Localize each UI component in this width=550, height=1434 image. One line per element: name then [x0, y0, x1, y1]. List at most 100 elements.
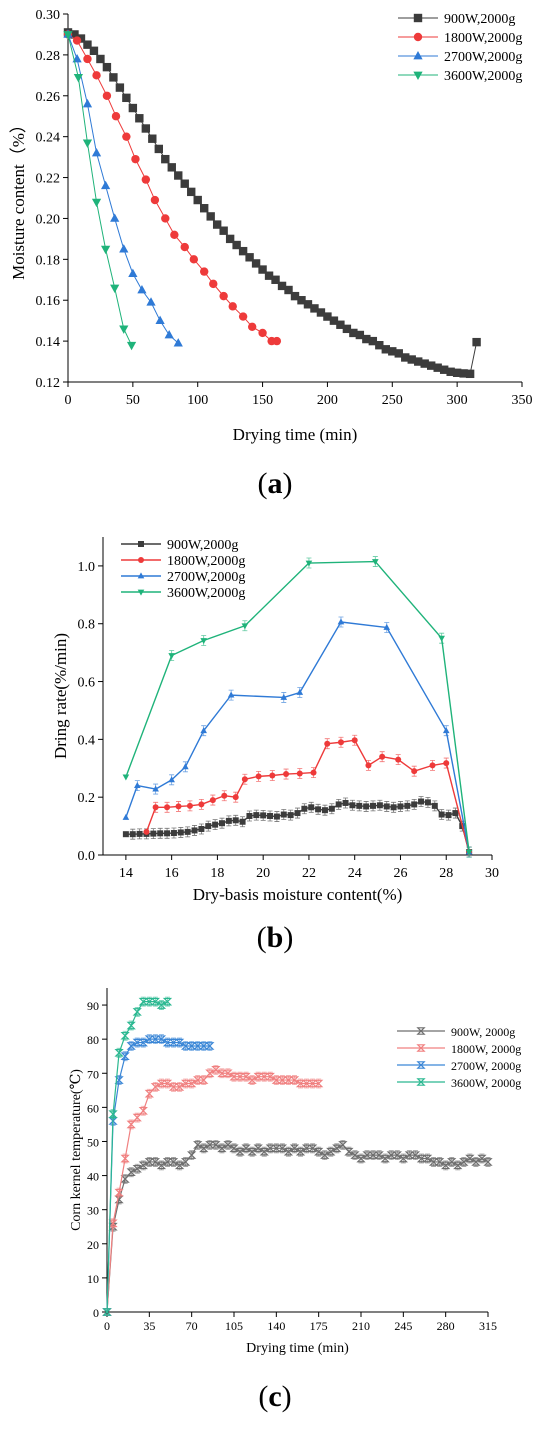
series-line: [125, 560, 470, 853]
legend-label: 2700W,2000g: [444, 50, 522, 65]
data-point: [259, 1147, 269, 1156]
data-point: [131, 154, 140, 164]
data-point: [200, 638, 207, 645]
data-point: [370, 802, 377, 809]
data-point: [316, 308, 326, 317]
data-point: [109, 73, 118, 82]
data-point: [119, 325, 129, 334]
panel-label-part: b: [267, 921, 284, 954]
data-point: [241, 623, 249, 630]
legend-label: 3600W, 2000g: [451, 1076, 521, 1090]
data-point: [223, 1069, 233, 1078]
data-point: [280, 811, 287, 818]
chart-c: 0 35 70 105 140 175 210 245 280 315 0 10 20 30 40 50 60 7…: [69, 988, 521, 1413]
legend-marker: [137, 572, 145, 579]
data-point: [305, 560, 313, 567]
legend-label: 900W,2000g: [167, 538, 238, 553]
data-point: [193, 195, 202, 205]
x-axis-label: Drying time (min): [246, 1341, 349, 1356]
legend-label: 2700W, 2000g: [451, 1059, 521, 1073]
data-point: [91, 198, 102, 208]
data-point: [271, 1144, 281, 1153]
data-point: [205, 1042, 215, 1050]
data-point: [132, 1113, 142, 1122]
data-point: [126, 1120, 136, 1129]
data-point: [241, 1072, 251, 1081]
y-tick-label: 0.22: [36, 172, 61, 187]
data-point: [156, 1079, 167, 1088]
data-point: [294, 810, 301, 817]
data-point: [434, 1158, 445, 1166]
data-point: [217, 1069, 227, 1078]
x-tick-label: 350: [512, 393, 533, 408]
data-point: [453, 1161, 463, 1170]
data-point: [267, 812, 274, 819]
y-tick-label: 20: [87, 1238, 99, 1252]
legend-marker: [416, 1078, 426, 1086]
data-point: [228, 302, 237, 311]
data-point: [328, 805, 335, 812]
legend-marker: [138, 557, 144, 563]
data-point: [198, 825, 205, 832]
data-point: [174, 1161, 185, 1170]
data-point: [411, 801, 418, 808]
y-axis-label: Moisture content（%）: [9, 116, 28, 280]
data-point: [447, 1158, 457, 1166]
data-point: [410, 1151, 421, 1159]
data-point: [314, 1147, 324, 1156]
y-axis-label: Dring rate(%/min): [51, 633, 70, 759]
y-tick-label: 0.24: [36, 131, 61, 146]
y-tick-label: 0.18: [36, 253, 61, 268]
panel-label: (b): [257, 921, 294, 954]
data-point: [219, 226, 228, 235]
data-point: [433, 363, 442, 372]
data-point: [150, 1158, 161, 1166]
data-point: [162, 1158, 173, 1166]
data-point: [126, 1042, 136, 1050]
panel-label-part: ): [283, 921, 293, 954]
data-point: [177, 829, 184, 836]
data-point: [156, 1001, 167, 1009]
data-point: [187, 1079, 197, 1088]
data-point: [301, 1079, 312, 1088]
data-point: [91, 147, 102, 157]
data-point: [161, 154, 170, 164]
data-point: [143, 828, 150, 835]
y-tick-label: 40: [87, 1170, 99, 1184]
data-point: [296, 688, 304, 695]
data-point: [144, 1089, 154, 1098]
data-point: [411, 768, 418, 775]
data-point: [128, 103, 138, 113]
panel-label-part: a: [268, 467, 283, 500]
series-1: [63, 28, 481, 379]
x-tick-label: 200: [317, 393, 338, 408]
data-point: [180, 1042, 191, 1050]
data-point: [264, 271, 274, 280]
data-point: [219, 291, 228, 301]
data-point: [152, 785, 159, 792]
data-point: [390, 804, 397, 811]
panel-label: (a): [258, 467, 293, 500]
data-point: [174, 171, 183, 180]
data-point: [120, 1031, 130, 1040]
data-point: [168, 1083, 179, 1091]
data-point: [337, 618, 345, 625]
data-point: [283, 1147, 294, 1156]
data-point: [114, 1188, 124, 1197]
data-point: [241, 776, 248, 783]
data-point: [155, 315, 165, 325]
x-tick-label: 70: [186, 1319, 198, 1333]
data-point: [251, 259, 261, 268]
series-2: [102, 1064, 324, 1316]
y-tick-label: 0.28: [36, 49, 61, 64]
y-tick-label: 30: [87, 1204, 99, 1218]
data-point: [138, 1038, 148, 1047]
data-point: [452, 810, 459, 817]
data-point: [247, 1147, 257, 1156]
legend-label: 3600W,2000g: [444, 69, 522, 84]
data-point: [193, 1141, 203, 1149]
y-tick-label: 0.12: [36, 376, 61, 391]
data-point: [168, 776, 175, 783]
data-point: [321, 807, 328, 814]
